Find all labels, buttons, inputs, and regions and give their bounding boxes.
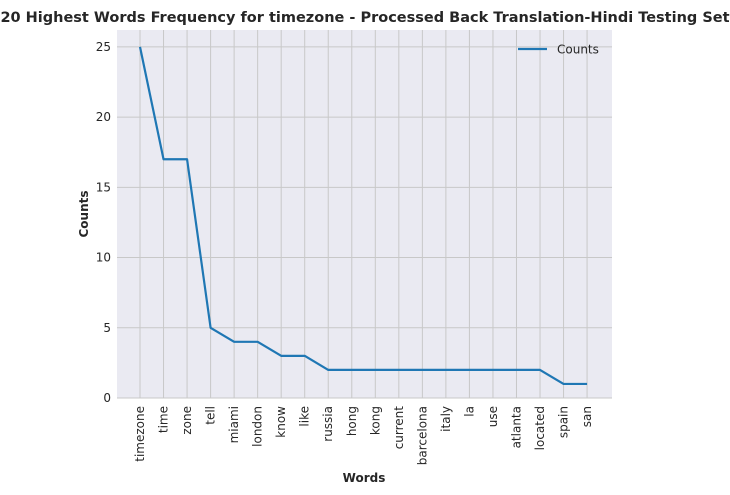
x-tick-label: london [251,406,265,447]
y-tick-label: 20 [96,110,111,124]
x-tick-label: san [580,406,594,427]
y-tick-labels: 0 5 10 15 20 25 [96,40,111,405]
x-tick-label: russia [321,406,335,442]
legend-label: Counts [557,43,599,57]
x-tick-label: la [462,406,476,417]
x-tick-label: hong [345,406,359,436]
y-tick-label: 10 [96,251,111,265]
x-tick-label: use [486,406,500,427]
series-lines [138,46,588,386]
x-tick-label: timezone [133,406,147,462]
series-line-counts [138,46,588,386]
x-tick-label: time [157,406,171,433]
legend: Counts [518,43,599,57]
y-tick-label: 25 [96,40,111,54]
y-tick-label: 0 [103,391,111,405]
x-tick-labels: timezone time zone tell miami london know like r… [133,406,594,466]
x-tick-label: current [392,406,406,450]
chart-title: 20 Highest Words Frequency for timezone … [0,10,729,26]
y-tick-label: 15 [96,180,111,194]
x-tick-label: miami [227,406,241,443]
x-tick-label: like [298,406,312,427]
y-tick-label: 5 [103,321,111,335]
x-tick-label: spain [557,406,571,438]
x-tick-label: barcelona [415,406,429,465]
x-tick-label: located [533,406,547,450]
x-axis-label: Words [343,471,386,485]
grid-lines [117,30,612,399]
y-axis-label: Counts [77,190,91,237]
x-tick-label: atlanta [509,406,523,448]
x-tick-label: kong [368,406,382,435]
x-tick-label: know [274,406,288,438]
x-tick-label: italy [439,406,453,432]
x-tick-label: tell [204,406,218,425]
plot-area [117,30,612,398]
x-tick-label: zone [180,406,194,435]
